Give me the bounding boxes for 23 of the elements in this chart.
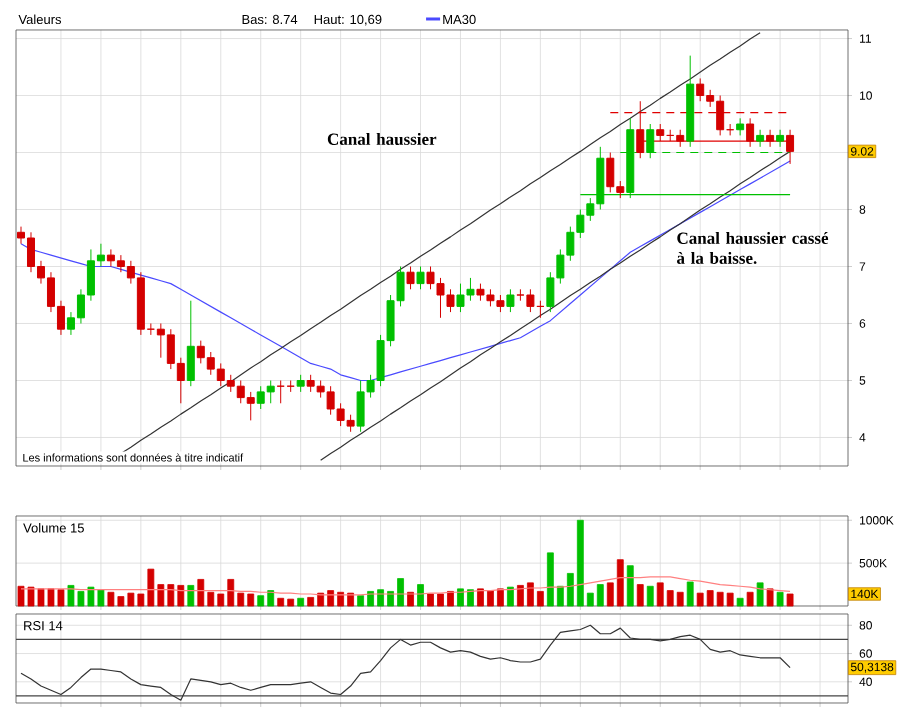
candlestick [416, 265, 425, 290]
annotation: Canal haussier cassé à la baisse. [677, 231, 829, 264]
candlestick [756, 128, 765, 147]
bar [766, 588, 774, 607]
annotation: Canal haussier [327, 132, 437, 145]
bar [636, 583, 644, 607]
candlestick [406, 265, 415, 290]
candlestick [776, 128, 785, 147]
bar [746, 591, 754, 607]
bar [776, 591, 784, 607]
bar [786, 593, 794, 607]
bar [297, 597, 305, 607]
bar [756, 582, 764, 607]
candlestick [736, 117, 745, 136]
candlestick [506, 288, 515, 313]
candlestick [186, 299, 195, 387]
bar [686, 581, 694, 607]
bar [417, 583, 424, 607]
bar [736, 597, 744, 607]
bar [507, 586, 514, 607]
bar [187, 584, 195, 607]
bar [646, 585, 654, 607]
bar [626, 564, 634, 607]
